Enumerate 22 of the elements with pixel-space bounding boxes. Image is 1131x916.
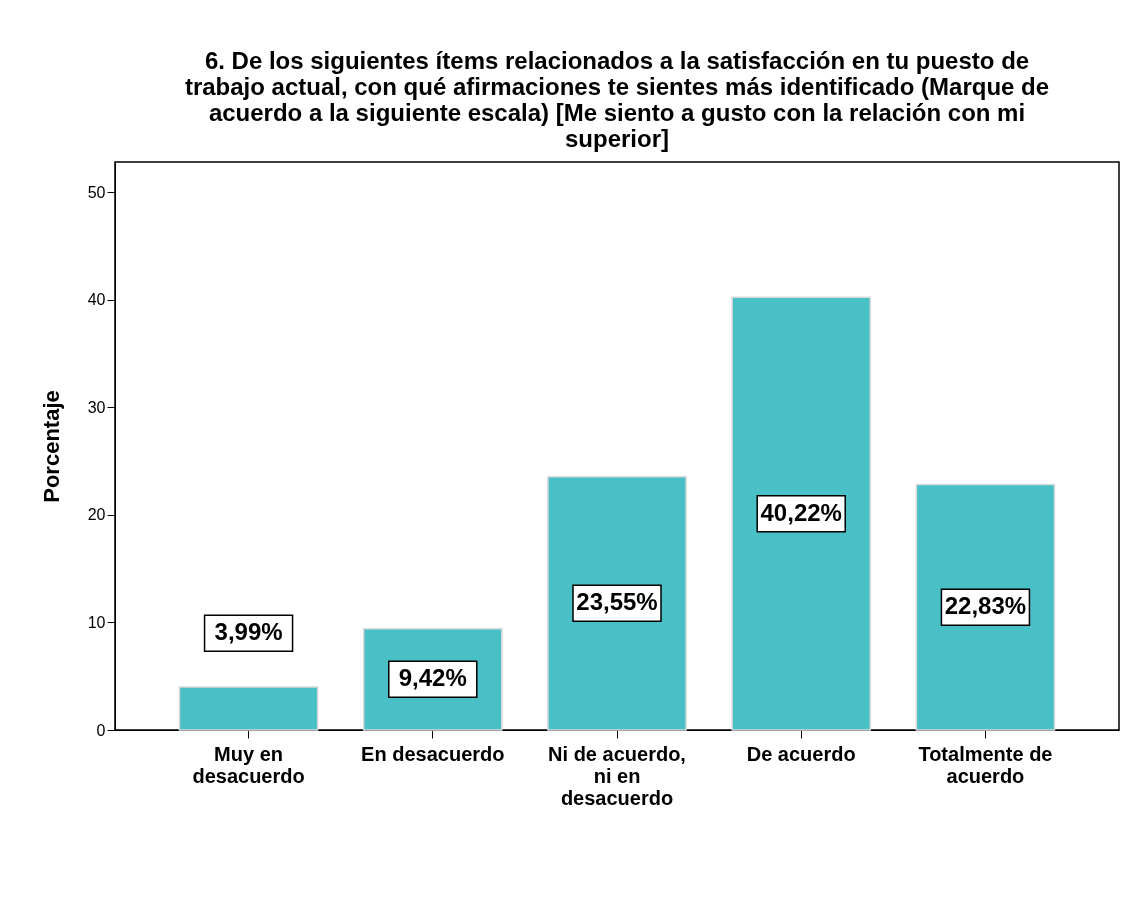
bar [731, 296, 872, 731]
x-tick-label: Totalmente de acuerdo [918, 742, 1053, 787]
bar [178, 686, 319, 731]
bar [547, 475, 687, 731]
data-label: 22,83% [944, 592, 1027, 620]
x-tick-label: Muy en desacuerdo [192, 742, 305, 787]
x-tick-label: Ni de acuerdo, ni en desacuerdo [548, 742, 686, 809]
y-tick-label: 10 [87, 613, 106, 631]
y-tick-label: 50 [87, 183, 106, 201]
x-tick-label: En desacuerdo [361, 742, 505, 765]
data-label: 40,22% [760, 498, 842, 526]
chart-title: 6. De los siguientes ítems relacionados a la satisfacción en tu puesto de trabajo actual, con qué afirmaciones te sientes más identificado (Marque de acuerdo a la siguiente escala) [Me siento a gusto con la relación con mi superior] [184, 47, 1050, 152]
data-label: 23,55% [576, 588, 658, 616]
x-tick-label: De acuerdo [746, 742, 856, 765]
y-tick-label: 30 [87, 398, 106, 416]
y-axis-title: Porcentaje [38, 390, 64, 503]
bar [915, 483, 1056, 731]
data-label: 3,99% [214, 618, 283, 646]
y-tick-label: 40 [87, 291, 106, 309]
data-label: 9,42% [398, 664, 467, 692]
y-tick-label: 0 [96, 721, 106, 739]
y-tick-label: 20 [87, 506, 106, 524]
